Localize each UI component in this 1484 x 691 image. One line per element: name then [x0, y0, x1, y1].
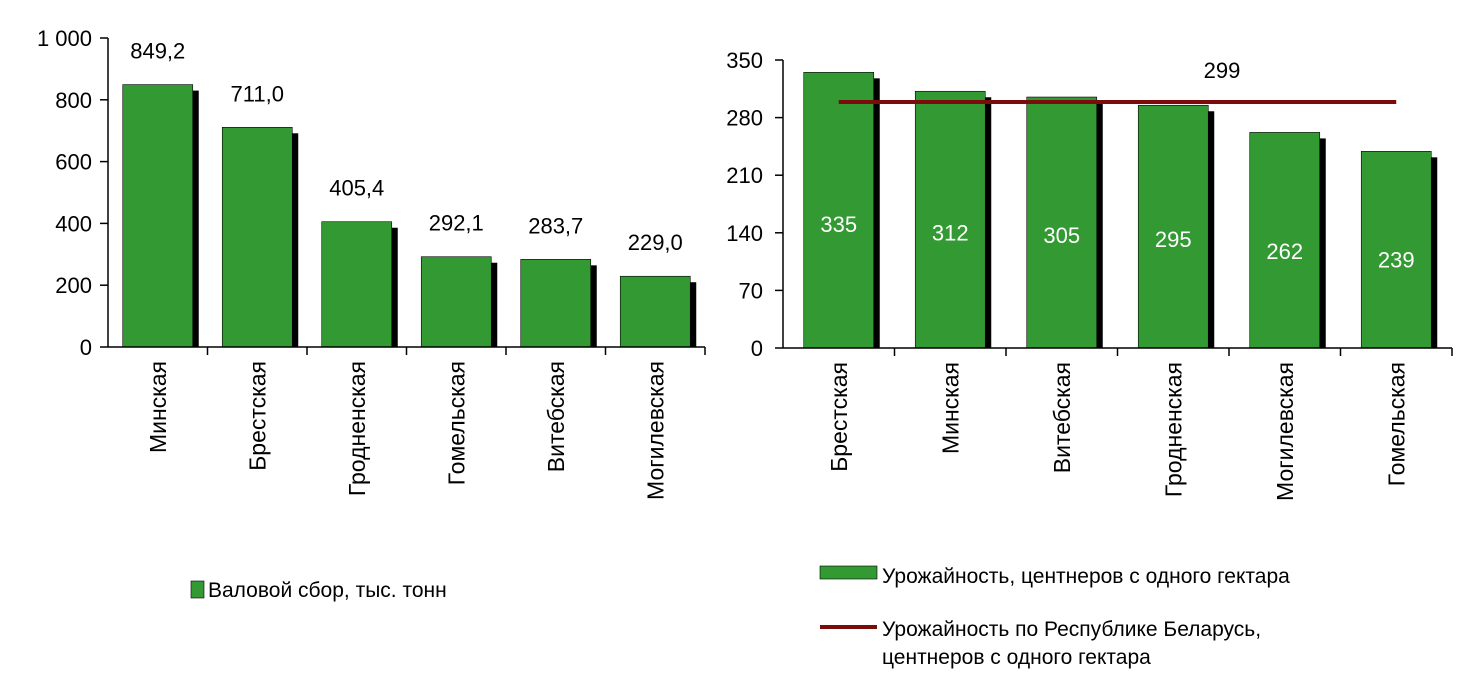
y-tick-label: 0 [751, 336, 763, 361]
bar [1249, 132, 1321, 349]
x-tick-label: Брестская [826, 362, 852, 472]
data-label: 312 [932, 220, 969, 245]
bar [321, 221, 393, 348]
x-tick-label: Гродненская [1160, 362, 1186, 497]
x-tick-label: Гродненская [344, 361, 370, 496]
legend-label-line: Урожайность по Республике Беларусь, центн… [882, 618, 1261, 669]
legend-label: Валовой сбор, тыс. тонн [208, 579, 447, 602]
x-tick-label: Минская [145, 361, 171, 453]
data-label: 295 [1155, 227, 1192, 252]
data-label: 335 [820, 212, 857, 237]
bar [520, 259, 592, 348]
y-tick-label: 0 [80, 335, 92, 360]
x-tick-label: Витебская [1049, 362, 1075, 473]
x-tick-label: Гомельская [1383, 362, 1409, 486]
average-line-label: 299 [1204, 58, 1241, 83]
y-tick-label: 600 [55, 150, 92, 175]
data-label: 711,0 [231, 81, 284, 106]
data-label: 239 [1378, 248, 1415, 273]
chart-1-harvest: 0 200 400 600 800 1 000 849,2 Минская 711,0 Брест… [37, 26, 706, 602]
bar [1360, 151, 1432, 349]
x-tick-label: Брестская [244, 361, 270, 471]
x-tick-label: Могилевская [1272, 362, 1298, 501]
y-tick-label: 210 [726, 163, 763, 188]
legend-swatch [190, 580, 205, 599]
legend-swatch-bar [819, 565, 878, 580]
bar [122, 84, 194, 348]
y-tick-label: 140 [726, 221, 763, 246]
x-tick-label: Витебская [543, 361, 569, 472]
bar [1026, 96, 1098, 349]
y-tick-label: 350 [726, 48, 763, 73]
y-tick-label: 200 [55, 273, 92, 298]
x-tick-label: Минская [937, 362, 963, 454]
legend-label-bar: Урожайность, центнеров с одного гектара [882, 565, 1290, 588]
bar [914, 90, 986, 349]
x-tick-label: Гомельская [443, 361, 469, 485]
data-label: 305 [1043, 223, 1080, 248]
data-label: 292,1 [429, 211, 484, 236]
x-tick-label: Могилевская [642, 361, 668, 500]
bar [1137, 104, 1209, 349]
y-tick-label: 1 000 [37, 26, 92, 51]
data-label: 262 [1266, 239, 1303, 264]
bar [619, 275, 691, 348]
data-label: 283,7 [528, 213, 583, 238]
y-tick-label: 400 [55, 211, 92, 236]
y-tick-label: 800 [55, 88, 92, 113]
bar [803, 72, 875, 349]
legend-label-line-part: центнеров с одного гектара [882, 646, 1151, 669]
bar [420, 256, 492, 348]
data-label: 229,0 [628, 230, 683, 255]
data-label: 405,4 [329, 176, 384, 201]
data-label: 849,2 [130, 39, 185, 64]
chart-2-yield: 0 70 140 210 280 350 335 Брестская 312 Минская 305… [726, 48, 1453, 669]
y-tick-label: 280 [726, 106, 763, 131]
bar [221, 127, 293, 348]
y-tick-label: 70 [739, 278, 763, 303]
legend-label-line-part: Урожайность по Республике Беларусь, [882, 618, 1261, 641]
